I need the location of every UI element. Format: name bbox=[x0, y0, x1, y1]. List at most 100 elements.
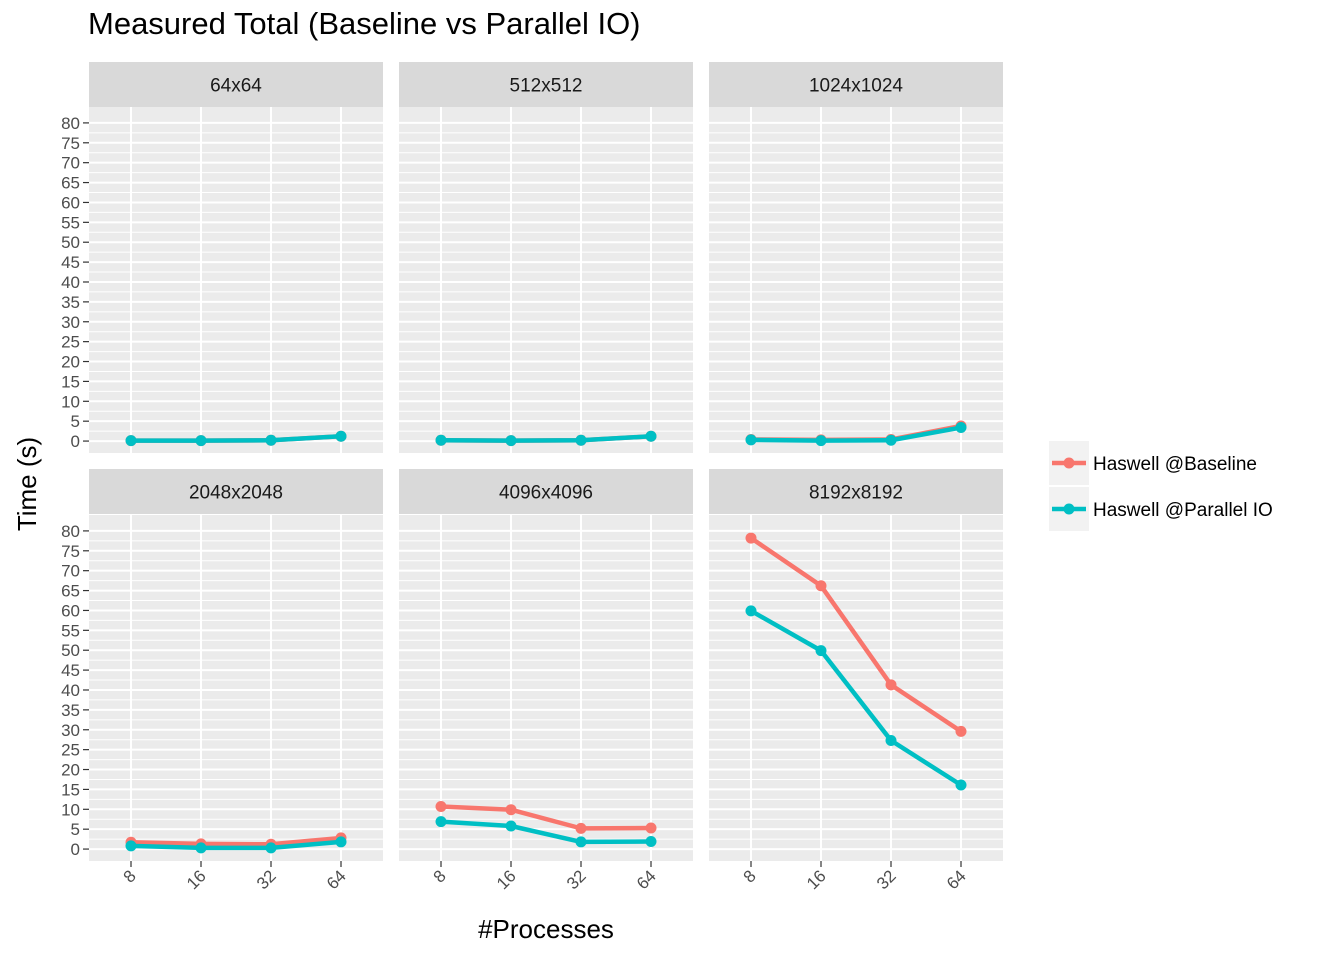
data-point-haswell-baseline-4096x4096 bbox=[645, 822, 657, 834]
y-tick-label: 25 bbox=[61, 741, 80, 760]
data-point-haswell-baseline-4096x4096 bbox=[575, 822, 587, 834]
y-tick-label: 70 bbox=[61, 154, 80, 173]
y-tick-label: 75 bbox=[61, 542, 80, 561]
facet-strip bbox=[709, 62, 1003, 107]
data-point-haswell-parallel-io-512x512 bbox=[575, 434, 587, 446]
panel-background bbox=[709, 107, 1003, 453]
data-point-haswell-parallel-io-1024x1024 bbox=[885, 434, 897, 446]
data-point-haswell-parallel-io-4096x4096 bbox=[575, 836, 587, 848]
series-line-haswell-parallel-io-2048x2048 bbox=[128, 839, 344, 851]
data-point-haswell-parallel-io-64x64 bbox=[195, 435, 207, 447]
chart-title: Measured Total (Baseline vs Parallel IO) bbox=[88, 6, 641, 41]
y-tick-label: 50 bbox=[61, 233, 80, 252]
series-line-haswell-parallel-io-8192x8192 bbox=[748, 608, 964, 788]
y-tick-label: 75 bbox=[61, 134, 80, 153]
y-tick-label: 65 bbox=[61, 174, 80, 193]
facet-label-2048x2048: 2048x2048 bbox=[189, 483, 283, 504]
legend-key-point bbox=[1063, 503, 1075, 515]
data-point-haswell-parallel-io-8192x8192 bbox=[745, 605, 757, 617]
facet-strip bbox=[399, 469, 693, 514]
facet-strip bbox=[399, 62, 693, 107]
facet-label-1024x1024: 1024x1024 bbox=[809, 76, 903, 97]
data-point-haswell-parallel-io-2048x2048 bbox=[125, 840, 137, 852]
panel-background bbox=[399, 515, 693, 861]
y-tick-label: 35 bbox=[61, 293, 80, 312]
y-tick-label: 50 bbox=[61, 641, 80, 660]
y-tick-label: 10 bbox=[61, 392, 80, 411]
data-point-haswell-baseline-8192x8192 bbox=[885, 679, 897, 691]
data-point-haswell-parallel-io-8192x8192 bbox=[885, 734, 897, 746]
x-tick-label: 32 bbox=[563, 866, 590, 893]
y-tick-label: 55 bbox=[61, 621, 80, 640]
data-point-haswell-parallel-io-2048x2048 bbox=[335, 836, 347, 848]
x-tick-label: 8 bbox=[120, 866, 140, 886]
y-tick-label: 45 bbox=[61, 253, 80, 272]
x-tick-label: 16 bbox=[803, 866, 830, 893]
series-line-haswell-parallel-io-4096x4096 bbox=[438, 819, 654, 845]
y-tick-label: 55 bbox=[61, 213, 80, 232]
facet-label-64x64: 64x64 bbox=[210, 76, 262, 97]
data-point-haswell-parallel-io-2048x2048 bbox=[265, 842, 277, 854]
data-point-haswell-parallel-io-4096x4096 bbox=[505, 820, 517, 832]
data-point-haswell-parallel-io-2048x2048 bbox=[195, 842, 207, 854]
data-point-haswell-parallel-io-1024x1024 bbox=[745, 434, 757, 446]
y-tick-label: 45 bbox=[61, 661, 80, 680]
data-point-haswell-baseline-8192x8192 bbox=[745, 532, 757, 544]
series-line-haswell-parallel-io-64x64 bbox=[128, 434, 344, 443]
series-line-haswell-baseline-2048x2048 bbox=[128, 835, 344, 847]
data-point-haswell-parallel-io-64x64 bbox=[125, 435, 137, 447]
data-point-haswell-parallel-io-64x64 bbox=[335, 430, 347, 442]
legend-label-haswell-parallel-io: Haswell @Parallel IO bbox=[1093, 500, 1273, 521]
data-point-haswell-baseline-8192x8192 bbox=[815, 580, 827, 592]
facet-label-8192x8192: 8192x8192 bbox=[809, 483, 903, 504]
data-point-haswell-parallel-io-64x64 bbox=[265, 434, 277, 446]
y-tick-label: 60 bbox=[61, 601, 80, 620]
data-point-haswell-parallel-io-512x512 bbox=[435, 434, 447, 446]
series-line-haswell-parallel-io-512x512 bbox=[438, 434, 654, 443]
y-tick-label: 10 bbox=[61, 800, 80, 819]
y-tick-label: 5 bbox=[71, 820, 80, 839]
data-point-haswell-parallel-io-8192x8192 bbox=[815, 645, 827, 657]
data-point-haswell-baseline-4096x4096 bbox=[435, 801, 447, 813]
facet-strip bbox=[89, 62, 383, 107]
panel-background bbox=[89, 107, 383, 453]
y-tick-label: 40 bbox=[61, 681, 80, 700]
data-point-haswell-parallel-io-8192x8192 bbox=[955, 779, 967, 791]
x-axis-title: #Processes bbox=[478, 914, 614, 944]
y-tick-label: 0 bbox=[71, 840, 80, 859]
x-tick-label: 8 bbox=[740, 866, 760, 886]
y-tick-label: 65 bbox=[61, 582, 80, 601]
x-tick-label: 64 bbox=[323, 866, 350, 893]
data-point-haswell-parallel-io-4096x4096 bbox=[645, 836, 657, 848]
series-line-haswell-baseline-8192x8192 bbox=[748, 535, 964, 734]
data-point-haswell-baseline-4096x4096 bbox=[505, 804, 517, 816]
y-tick-label: 80 bbox=[61, 522, 80, 541]
data-point-haswell-parallel-io-1024x1024 bbox=[955, 422, 967, 434]
y-tick-label: 15 bbox=[61, 780, 80, 799]
y-tick-label: 25 bbox=[61, 333, 80, 352]
y-tick-label: 0 bbox=[71, 432, 80, 451]
facet-strip bbox=[709, 469, 1003, 514]
x-tick-label: 8 bbox=[430, 866, 450, 886]
legend-label-haswell-baseline: Haswell @Baseline bbox=[1093, 454, 1257, 475]
legend-key-point bbox=[1063, 457, 1075, 469]
y-axis-title: Time (s) bbox=[12, 437, 42, 531]
facet-strip bbox=[89, 469, 383, 514]
y-tick-label: 60 bbox=[61, 193, 80, 212]
x-tick-label: 16 bbox=[493, 866, 520, 893]
data-point-haswell-parallel-io-4096x4096 bbox=[435, 816, 447, 828]
x-tick-label: 64 bbox=[633, 866, 660, 893]
y-tick-label: 30 bbox=[61, 313, 80, 332]
data-point-haswell-parallel-io-1024x1024 bbox=[815, 435, 827, 447]
y-tick-label: 40 bbox=[61, 273, 80, 292]
series-line-haswell-parallel-io-1024x1024 bbox=[748, 425, 964, 443]
y-tick-label: 5 bbox=[71, 412, 80, 431]
x-tick-label: 32 bbox=[873, 866, 900, 893]
panel-background bbox=[89, 515, 383, 861]
y-tick-label: 35 bbox=[61, 701, 80, 720]
data-point-haswell-baseline-8192x8192 bbox=[955, 725, 967, 737]
y-tick-label: 20 bbox=[61, 761, 80, 780]
facet-label-4096x4096: 4096x4096 bbox=[499, 483, 593, 504]
data-point-haswell-parallel-io-512x512 bbox=[645, 430, 657, 442]
